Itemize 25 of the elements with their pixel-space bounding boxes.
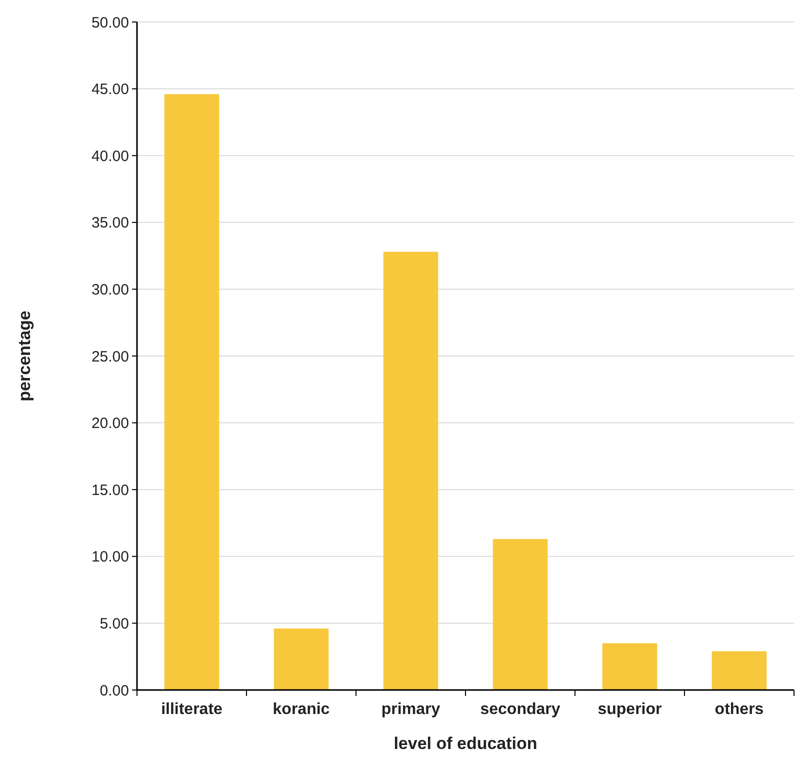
- x-tick-label: others: [714, 701, 764, 718]
- bar: [712, 651, 767, 690]
- y-tick-label: 5.00: [100, 615, 129, 632]
- y-tick-label: 30.00: [91, 281, 129, 298]
- x-tick-label: primary: [381, 701, 440, 718]
- y-tick-label: 20.00: [91, 415, 129, 432]
- x-axis-title: level of education: [394, 734, 538, 753]
- x-tick-label: superior: [598, 701, 662, 718]
- bar: [492, 539, 548, 690]
- y-tick-label: 35.00: [91, 214, 129, 232]
- y-tick-label: 50.00: [91, 14, 129, 32]
- y-tick-label: 25.00: [91, 348, 129, 366]
- bar: [602, 643, 658, 690]
- y-axis-title: percentage: [15, 310, 34, 402]
- y-tick-label: 10.00: [91, 548, 129, 566]
- y-tick-label: 15.00: [91, 482, 129, 499]
- x-tick-label: secondary: [480, 701, 560, 718]
- bar: [383, 252, 438, 690]
- y-tick-label: 0.00: [100, 682, 129, 700]
- bar: [164, 94, 220, 690]
- y-tick-label: 40.00: [91, 148, 129, 165]
- y-tick-label: 45.00: [91, 81, 129, 98]
- bar: [274, 628, 329, 690]
- x-tick-label: illiterate: [161, 701, 223, 718]
- x-tick-label: koranic: [272, 701, 330, 718]
